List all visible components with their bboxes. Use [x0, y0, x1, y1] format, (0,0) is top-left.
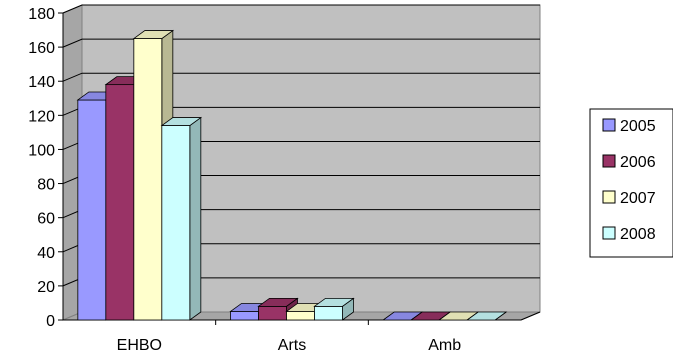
y-tick-label: 160 — [28, 40, 55, 57]
legend-label: 2008 — [620, 226, 656, 243]
bar-front — [230, 311, 259, 321]
gridline — [62, 38, 540, 48]
y-tick-label: 20 — [37, 279, 55, 296]
bar-front — [133, 38, 163, 321]
bar-side — [189, 116, 202, 321]
bar — [132, 29, 175, 321]
x-tick-label: Amb — [428, 337, 461, 354]
y-tick-label: 140 — [28, 74, 55, 91]
x-tick-label: EHBO — [117, 337, 162, 354]
x-tick-label: Arts — [278, 337, 306, 354]
bar-front — [258, 305, 287, 321]
legend-label: 2007 — [620, 190, 656, 207]
legend-swatch — [602, 154, 616, 168]
y-tick-label: 40 — [37, 245, 55, 262]
legend-swatch — [602, 190, 616, 204]
bar-top — [132, 30, 175, 39]
bars — [76, 29, 508, 321]
bar — [160, 116, 203, 321]
y-tick-label: 0 — [46, 313, 55, 330]
bar-top — [257, 297, 299, 307]
gridline — [62, 72, 540, 82]
bar-front — [286, 311, 315, 321]
bar-front — [77, 99, 107, 321]
legend-label: 2005 — [620, 118, 656, 135]
axis-labels: 0 20 40 60 80 100 120 140 160 180 EHBO Arts Amb — [28, 6, 461, 354]
bar-top — [465, 311, 508, 321]
bar — [313, 297, 355, 321]
y-tick-label: 80 — [37, 177, 55, 194]
y-tick-label: 120 — [28, 108, 55, 125]
bar-front — [105, 84, 135, 321]
legend-swatch — [602, 226, 616, 240]
x-axis-depth-line — [520, 311, 541, 321]
y-tick-label: 100 — [28, 142, 55, 159]
bar — [257, 297, 299, 321]
legend: 2005 2006 2007 2008 — [589, 108, 673, 258]
bar-front — [161, 125, 191, 321]
legend-label: 2006 — [620, 154, 656, 171]
y-tick-label: 180 — [28, 6, 55, 23]
gridline — [62, 4, 540, 14]
legend-swatch — [602, 118, 616, 132]
bar-top — [313, 297, 355, 307]
y-tick-label: 60 — [37, 211, 55, 228]
bar — [465, 311, 508, 321]
bar-top — [160, 117, 203, 126]
bar-front — [314, 305, 343, 321]
